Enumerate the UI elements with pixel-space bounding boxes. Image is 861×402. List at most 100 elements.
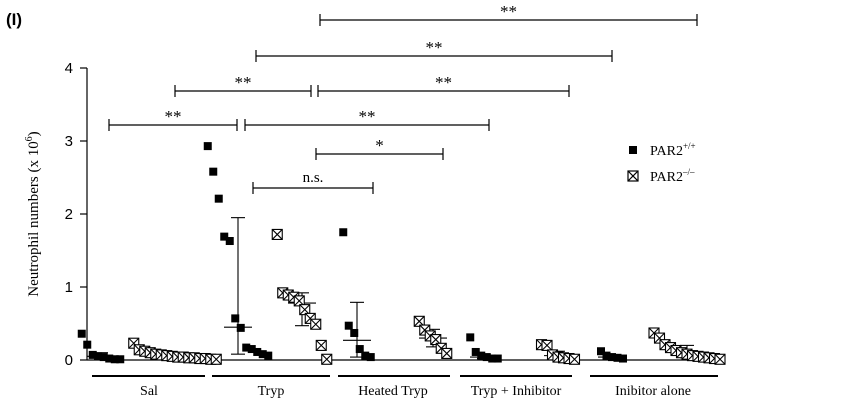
point-wt: [105, 354, 114, 363]
point-wt: [350, 328, 359, 337]
point-wt: [482, 353, 491, 362]
point-wt: [597, 347, 605, 356]
point-ko: [714, 353, 726, 365]
y-axis-label: Neutrophil numbers (x 106): [24, 131, 42, 296]
point-wt: [94, 352, 103, 361]
significance-label: **: [235, 73, 252, 92]
point-wt: [99, 353, 108, 362]
y-tick-label: 0: [65, 352, 73, 369]
summary-bars: [87, 217, 701, 360]
point-ko-cross-b: [293, 295, 305, 307]
point-wt: [242, 343, 251, 352]
group-label: Tryp: [258, 384, 285, 399]
point-wt: [110, 355, 119, 364]
point-wt: [116, 355, 125, 364]
point-wt: [619, 354, 627, 363]
comparison-bracket: **: [255, 38, 613, 62]
point-wt: [83, 340, 92, 349]
point-wt: [366, 353, 375, 362]
point-ko: [210, 353, 222, 365]
point-ko: [304, 312, 316, 324]
point-wt: [264, 351, 273, 360]
group-label: Inibitor alone: [615, 384, 691, 399]
point-wt: [477, 351, 486, 360]
significance-label: **: [165, 107, 182, 126]
point-ko-cross-b: [304, 313, 316, 324]
point-ko-cross-b: [299, 304, 311, 316]
point-wt: [608, 353, 616, 362]
y-tick-label: 2: [65, 206, 73, 223]
point-ko-cross-b: [310, 318, 322, 330]
comparison-bracket: *: [315, 136, 444, 160]
point-ko: [310, 318, 322, 330]
legend-wt-marker: [629, 146, 637, 154]
comparison-bracket: **: [319, 2, 698, 26]
point-wt: [339, 228, 348, 237]
point-ko-cross-b: [714, 353, 726, 365]
significance-brackets: ****** **** ***n.s.: [108, 2, 698, 194]
group-label: Tryp + Inhibitor: [471, 384, 562, 399]
panel-label: (I): [6, 10, 22, 29]
significance-label: **: [435, 73, 452, 92]
legend-wt-label: PAR2+/+: [650, 141, 696, 159]
point-ko-cross-b: [441, 348, 453, 359]
point-wt: [214, 194, 223, 203]
point-ko: [441, 347, 453, 359]
point-ko-cross-b: [419, 324, 431, 336]
point-wt: [88, 350, 97, 359]
point-wt: [613, 353, 622, 362]
point-ko-cross-b: [321, 353, 333, 365]
point-ko-cross-b: [569, 353, 580, 365]
group-axis: Sal Tryp Heated Tryp Tryp + Inhibitor Inibit…: [92, 375, 718, 399]
point-wt: [471, 347, 480, 356]
point-ko-cross-b: [541, 340, 553, 351]
point-wt: [231, 314, 240, 323]
point-ko: [271, 228, 283, 240]
point-wt: [209, 167, 218, 176]
comparison-bracket: **: [317, 73, 570, 97]
point-wt: [488, 354, 497, 363]
comparison-bracket: **: [174, 73, 312, 97]
point-ko-cross-b: [654, 332, 665, 344]
point-ko-cross-b: [413, 315, 425, 327]
point-wt: [344, 321, 353, 330]
point-ko: [321, 353, 333, 365]
group-label: Sal: [140, 384, 158, 399]
point-ko-cross-b: [271, 229, 283, 240]
point-wt: [247, 345, 256, 354]
legend-ko-label: PAR2–/–: [650, 167, 695, 185]
comparison-bracket: **: [108, 107, 238, 131]
point-wt: [203, 142, 212, 151]
point-wt: [220, 232, 229, 241]
significance-label: *: [375, 136, 384, 155]
y-tick-label: 4: [65, 60, 73, 77]
point-ko-cross-b: [430, 334, 442, 345]
point-wt: [258, 350, 267, 359]
significance-label: n.s.: [303, 170, 324, 186]
point-wt: [361, 351, 370, 360]
point-wt: [253, 347, 262, 356]
y-tick-label: 3: [65, 133, 73, 150]
y-tick-label: 1: [65, 279, 73, 296]
data-points: [77, 142, 726, 365]
comparison-bracket: **: [244, 107, 490, 131]
significance-label: **: [426, 38, 443, 57]
point-ko: [541, 339, 553, 351]
point-wt: [77, 329, 86, 338]
point-wt: [236, 323, 245, 332]
group-label: Heated Tryp: [358, 384, 428, 399]
significance-label: **: [500, 2, 517, 21]
y-ticks: 0 1 2 3 4: [65, 60, 87, 369]
significance-label: **: [359, 107, 376, 126]
point-wt: [602, 351, 611, 360]
point-ko-cross-b: [315, 340, 327, 351]
point-ko-cross-b: [128, 337, 140, 349]
legend: PAR2+/+ PAR2–/–: [627, 141, 696, 185]
point-wt: [466, 333, 475, 342]
point-wt: [493, 354, 502, 363]
point-wt: [225, 237, 234, 246]
point-ko: [315, 339, 327, 351]
point-ko-cross-b: [210, 353, 222, 365]
point-ko: [568, 353, 581, 365]
